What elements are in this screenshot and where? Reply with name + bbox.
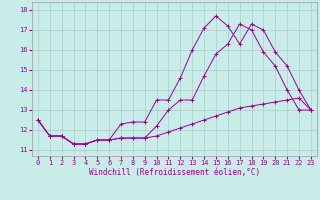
X-axis label: Windchill (Refroidissement éolien,°C): Windchill (Refroidissement éolien,°C) [89,168,260,177]
